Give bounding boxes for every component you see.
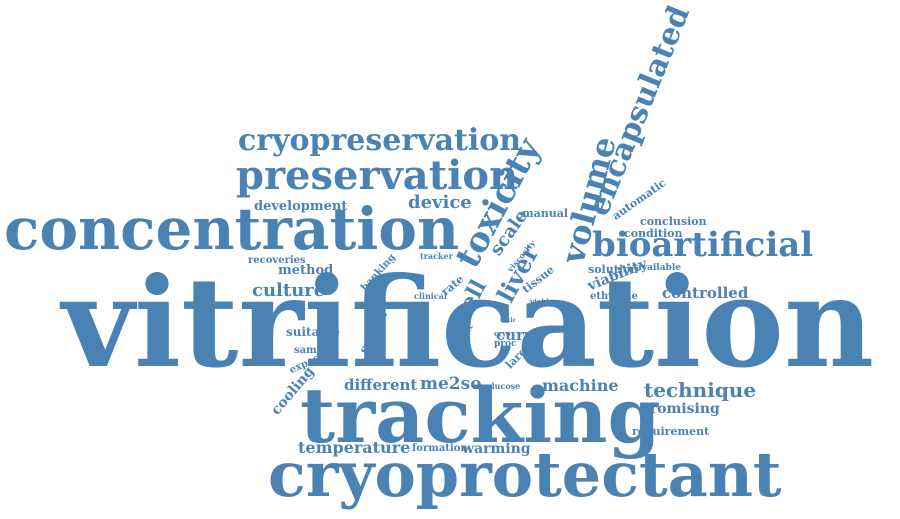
- word-formation: formation: [412, 444, 468, 454]
- word-toxic: toxic: [500, 318, 516, 324]
- word-device: device: [408, 194, 472, 212]
- word-recoveries: recoveries: [248, 256, 306, 266]
- word-viable: viable: [530, 298, 553, 305]
- word-technique: technique: [644, 380, 756, 400]
- word-warming: warming: [462, 442, 531, 456]
- word-concentration: concentration: [4, 200, 459, 258]
- word-glucose: glucose: [486, 382, 520, 390]
- word-promising: promising: [640, 402, 720, 416]
- word-temperature: temperature: [298, 440, 410, 456]
- word-me2so: me2so: [420, 376, 482, 393]
- word-development: development: [254, 200, 347, 213]
- word-controlled: controlled: [662, 286, 748, 301]
- word-requirement: requirement: [632, 426, 709, 437]
- word-ethylene: ethylene: [590, 292, 638, 302]
- word-point: point: [410, 310, 428, 316]
- word-cryopreservation: cryopreservation: [238, 126, 521, 156]
- word-conclusion: conclusion: [640, 216, 707, 227]
- word-culture: culture: [252, 282, 325, 300]
- word-condition: condition: [624, 228, 683, 239]
- word-preservation: preservation: [236, 156, 518, 196]
- word-suitable: suitable: [286, 326, 340, 338]
- word-machine: machine: [542, 378, 619, 394]
- word-different: different: [344, 378, 417, 393]
